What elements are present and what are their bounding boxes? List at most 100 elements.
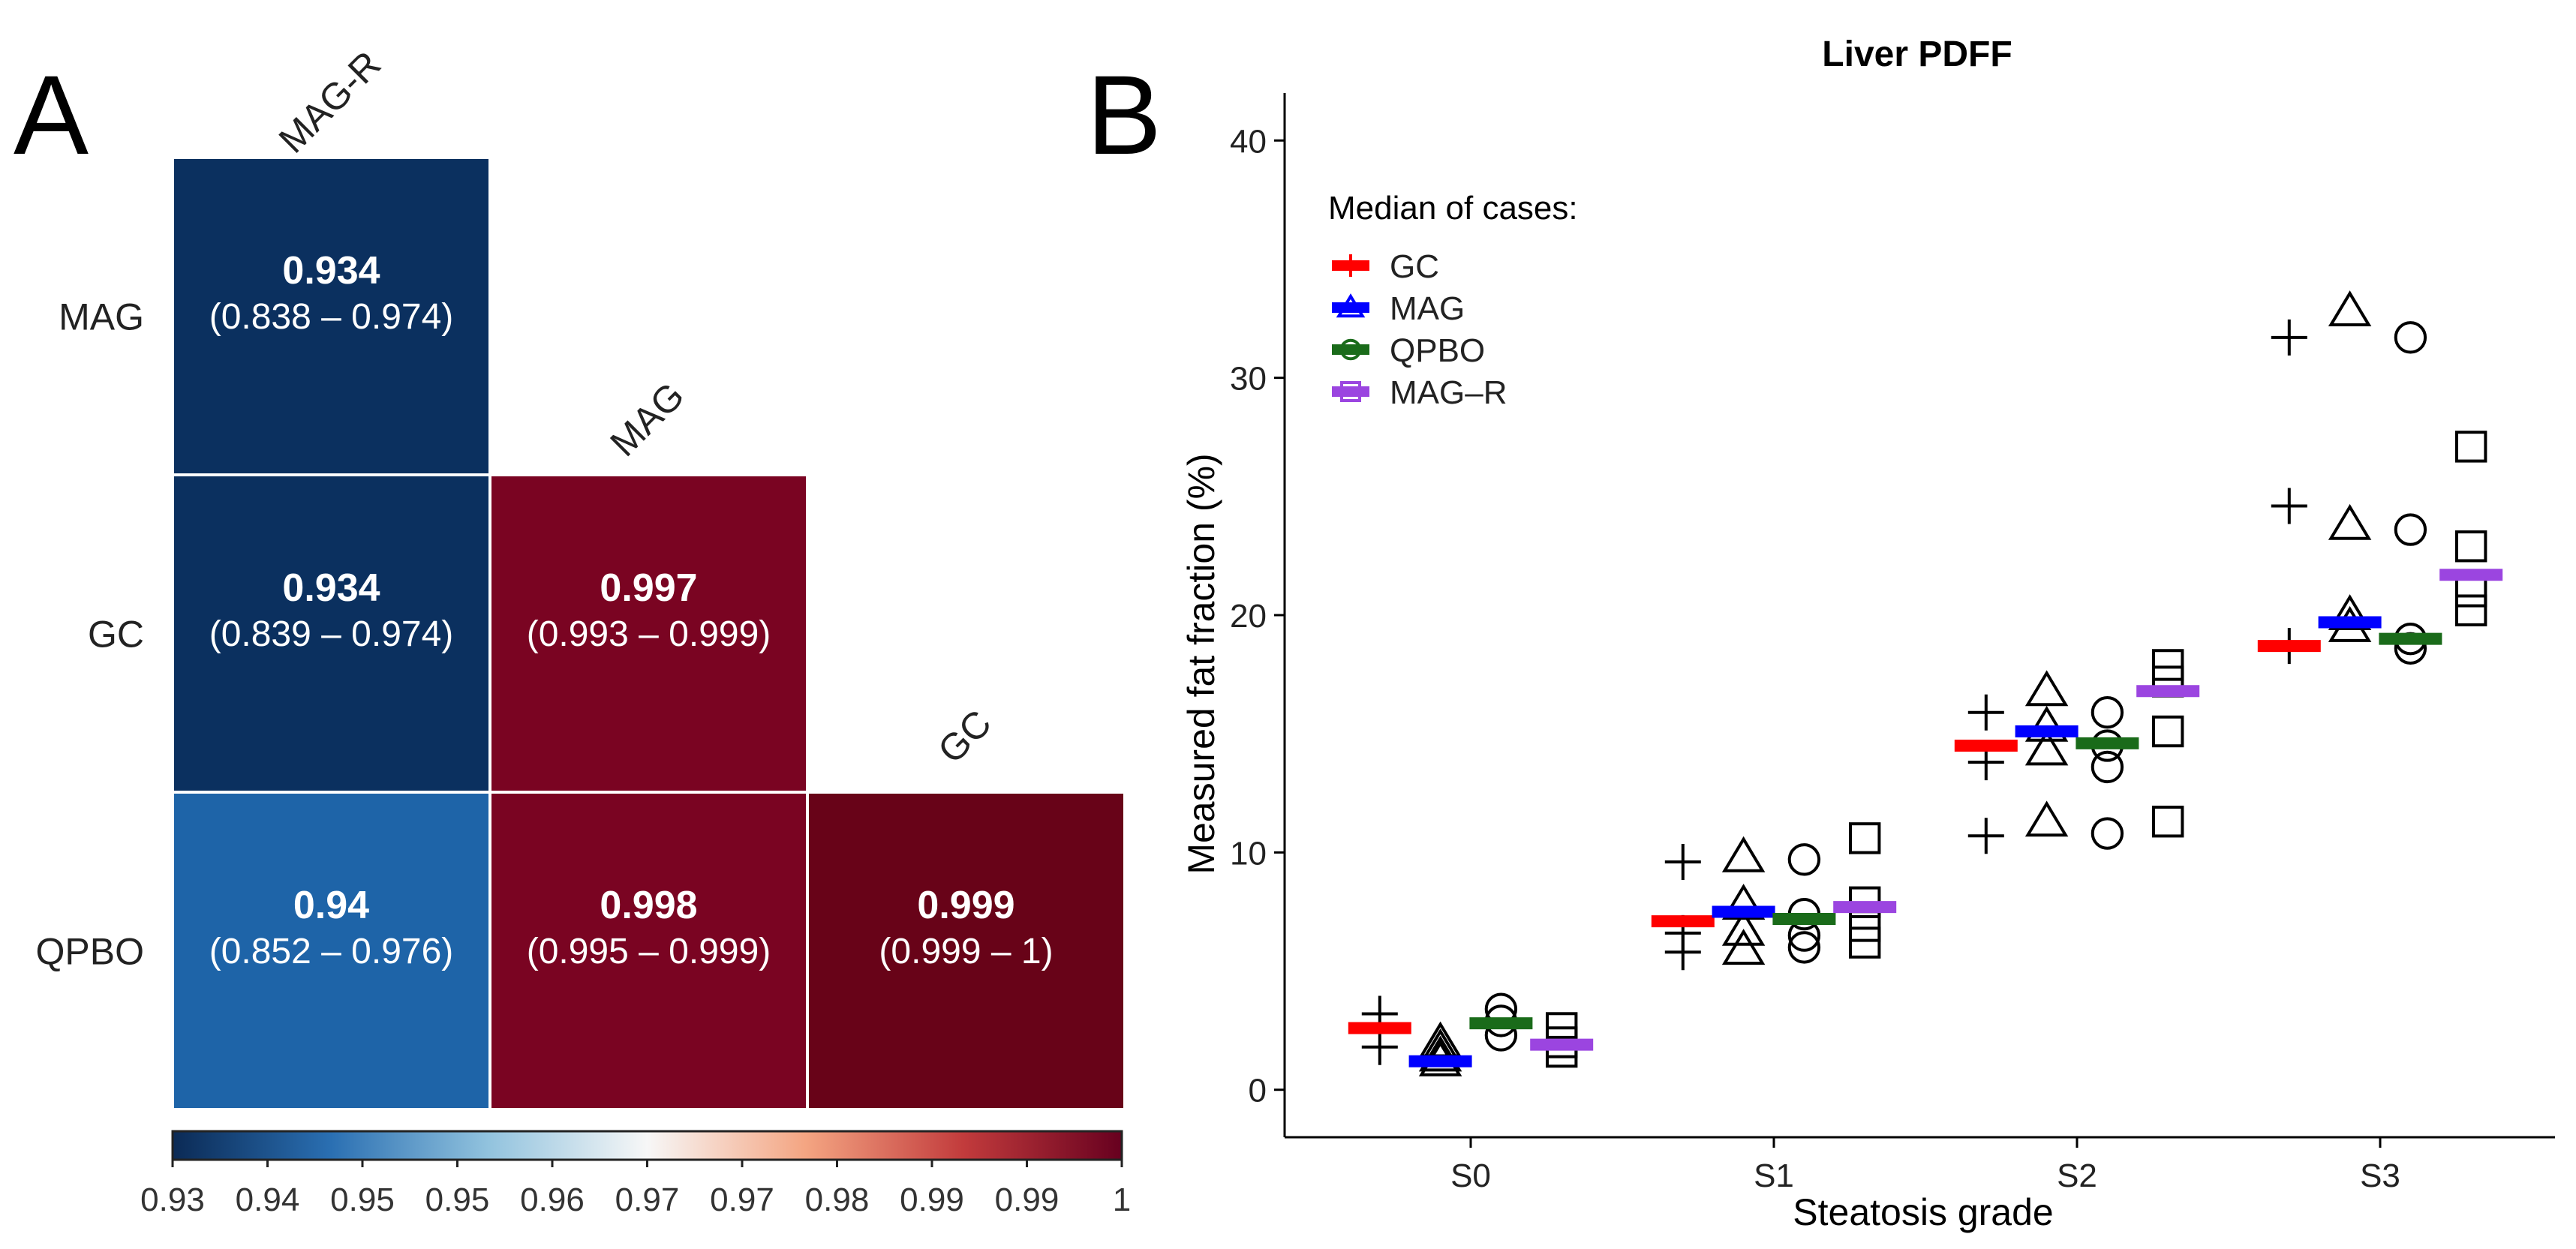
- data-point: [1418, 1035, 1462, 1072]
- data-point: [2024, 729, 2069, 766]
- cell-ci: (0.993 – 0.999): [527, 614, 771, 654]
- heatmap-cell: 0.934(0.839 – 0.974): [171, 473, 491, 794]
- x-tick-label: S1: [1754, 1157, 1794, 1194]
- data-point: [2091, 750, 2124, 784]
- colorbar-tick-label: 0.96: [520, 1181, 585, 1218]
- legend-title: Median of cases:: [1328, 190, 1578, 227]
- cell-value: 0.934: [282, 566, 380, 610]
- panel-b-letter: B: [1087, 52, 1162, 178]
- legend-label: MAG–R: [1390, 374, 1507, 411]
- colorbar-tick-label: 0.93: [140, 1181, 205, 1218]
- cell-value: 0.94: [293, 884, 369, 927]
- series-circle: [1469, 321, 2442, 1052]
- data-point: [2328, 503, 2372, 540]
- column-label: MAG-R: [271, 43, 389, 161]
- data-point: [2271, 319, 2307, 356]
- data-point: [1787, 843, 1821, 876]
- cell-value: 0.997: [600, 566, 697, 610]
- heatmap-cell-fill: [806, 791, 1126, 1111]
- heatmap-cell-fill: [488, 473, 809, 794]
- data-point: [1721, 836, 1766, 872]
- legend-entry: MAG–R: [1332, 374, 1507, 411]
- data-point: [2152, 649, 2184, 681]
- row-label: GC: [88, 614, 144, 656]
- row-label: MAG: [59, 296, 144, 338]
- data-point: [2394, 321, 2427, 354]
- data-point: [2271, 488, 2307, 524]
- data-point: [1721, 929, 1766, 965]
- data-point: [2091, 817, 2124, 850]
- legend-marker: [1340, 381, 1361, 402]
- column-label: MAG: [602, 374, 692, 464]
- heatmap-cell-fill: [171, 791, 491, 1111]
- legend-marker: [1339, 338, 1362, 361]
- y-tick-label: 30: [1230, 361, 1267, 398]
- y-tick-label: 0: [1249, 1073, 1267, 1109]
- y-tick-label: 20: [1230, 598, 1267, 635]
- colorbar-tick-label: 0.99: [995, 1181, 1060, 1218]
- data-point: [2024, 800, 2069, 837]
- data-point: [1664, 844, 1701, 881]
- series-square: [1530, 431, 2503, 1068]
- legend-entry: GC: [1332, 248, 1439, 285]
- cell-ci: (0.995 – 0.999): [527, 932, 771, 971]
- colorbar-tick-label: 0.95: [425, 1181, 490, 1218]
- colorbar-tick-label: 0.95: [330, 1181, 395, 1218]
- heatmap-cell-fill: [488, 791, 809, 1111]
- heatmap-cell: 0.997(0.993 – 0.999): [488, 473, 809, 794]
- x-tick-label: S0: [1450, 1157, 1491, 1194]
- data-point: [1849, 822, 1881, 854]
- data-point: [2152, 715, 2184, 748]
- colorbar-tick-label: 0.99: [900, 1181, 964, 1218]
- colorbar-tick-label: 1: [1113, 1181, 1131, 1218]
- legend-entry: QPBO: [1332, 332, 1485, 369]
- heatmap-cell: 0.94 (0.852 – 0.976): [171, 791, 491, 1111]
- data-point: [1361, 1028, 1398, 1065]
- y-tick-label: 10: [1230, 835, 1267, 872]
- data-point: [2152, 806, 2184, 838]
- colorbar-tick-label: 0.97: [615, 1181, 680, 1218]
- data-point: [1967, 818, 2004, 854]
- cell-ci: (0.839 – 0.974): [209, 614, 454, 654]
- legend-label: MAG: [1390, 290, 1465, 327]
- legend: Median of cases: GC MAG QPBO MAG–R: [1328, 190, 1578, 411]
- data-point: [1849, 926, 1881, 959]
- data-point: [2394, 513, 2427, 546]
- y-tick-label: 40: [1230, 123, 1267, 160]
- heatmap-cell: 0.998 (0.995 – 0.999): [488, 791, 809, 1111]
- heatmap-cell-fill: [171, 156, 491, 476]
- column-label: GC: [930, 702, 999, 772]
- data-point: [2024, 670, 2069, 707]
- heatmap-cell: 0.934(0.838 – 0.974): [171, 156, 491, 476]
- data-point: [2328, 290, 2372, 327]
- data-point: [1721, 909, 1766, 946]
- data-point: [1721, 884, 1766, 920]
- heatmap-cell-fill: [171, 473, 491, 794]
- data-point: [2024, 705, 2069, 742]
- cell-ci: (0.838 – 0.974): [209, 297, 454, 337]
- colorbar: 0.93 0.94 0.95 0.95 0.96 0.97 0.97 0.98 0.99 0.99…: [140, 1130, 1131, 1218]
- data-point: [2455, 575, 2487, 608]
- cell-value: 0.998: [600, 884, 697, 927]
- row-label: QPBO: [36, 931, 144, 973]
- x-axis-label: Steatosis grade: [1793, 1191, 2053, 1233]
- panel-a-letter: A: [14, 52, 89, 178]
- legend-entry: MAG: [1332, 290, 1465, 327]
- colorbar-tick-label: 0.97: [710, 1181, 774, 1218]
- heatmap-cell: 0.999 (0.999 – 1): [806, 791, 1126, 1111]
- legend-marker: [1336, 293, 1366, 318]
- series-plus: [1348, 319, 2321, 1065]
- scatter-plot: 0 10 20 30 40 S0 S1 S2 S3: [1230, 93, 2555, 1194]
- data-point: [2455, 530, 2487, 563]
- x-tick-label: S3: [2360, 1157, 2400, 1194]
- cell-value: 0.934: [282, 249, 380, 293]
- colorbar-tick-label: 0.94: [236, 1181, 300, 1218]
- data-point: [1664, 934, 1701, 971]
- y-axis-label: Measured fat fraction (%): [1180, 453, 1222, 874]
- x-tick-label: S2: [2057, 1157, 2097, 1194]
- data-point: [1787, 931, 1821, 964]
- cell-value: 0.999: [917, 884, 1014, 927]
- data-point: [2328, 594, 2372, 630]
- data-point: [2455, 594, 2487, 626]
